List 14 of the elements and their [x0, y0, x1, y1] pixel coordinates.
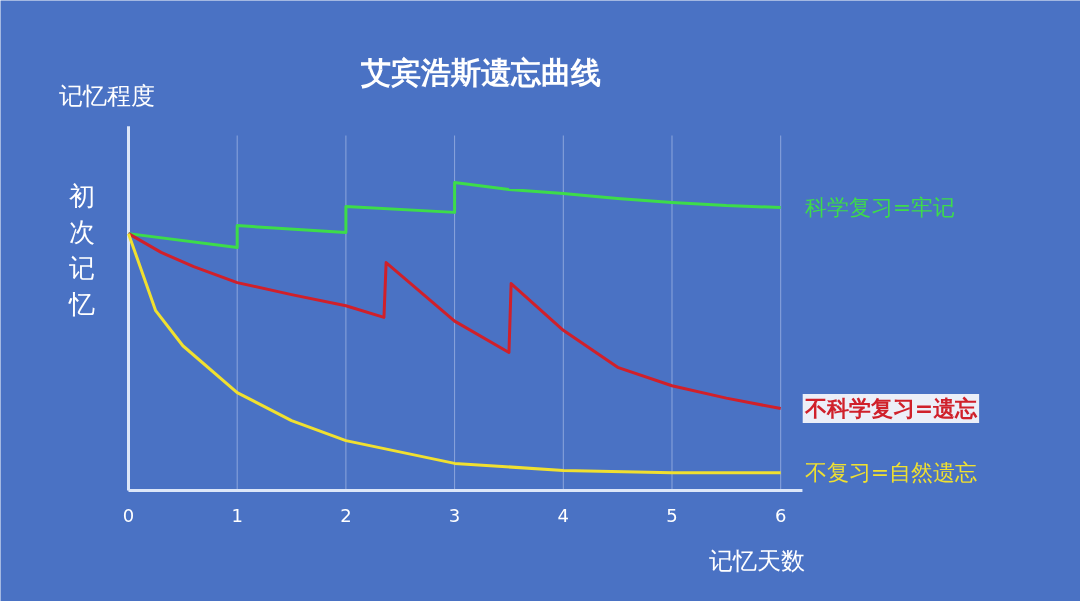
- x-tick-label: 2: [340, 504, 352, 526]
- x-axis-title: 记忆天数: [708, 546, 805, 575]
- y-axis-title: 记忆程度: [58, 81, 155, 110]
- x-tick-label: 6: [774, 504, 787, 526]
- text: 初次记忆: [67, 180, 95, 319]
- x-tick-label: 1: [231, 504, 243, 526]
- series-label: 不科学复习=遗忘: [803, 396, 979, 422]
- x-tick-label: 4: [557, 504, 570, 526]
- x-tick-label: 3: [448, 504, 461, 526]
- chart-title: 艾宾浩斯遗忘曲线: [359, 55, 601, 90]
- series-label: 不复习=自然遗忘: [804, 460, 978, 486]
- x-tick-label: 0: [122, 504, 135, 526]
- x-tick-label: 5: [666, 504, 678, 526]
- series-label: 科学复习=牢记: [804, 194, 956, 220]
